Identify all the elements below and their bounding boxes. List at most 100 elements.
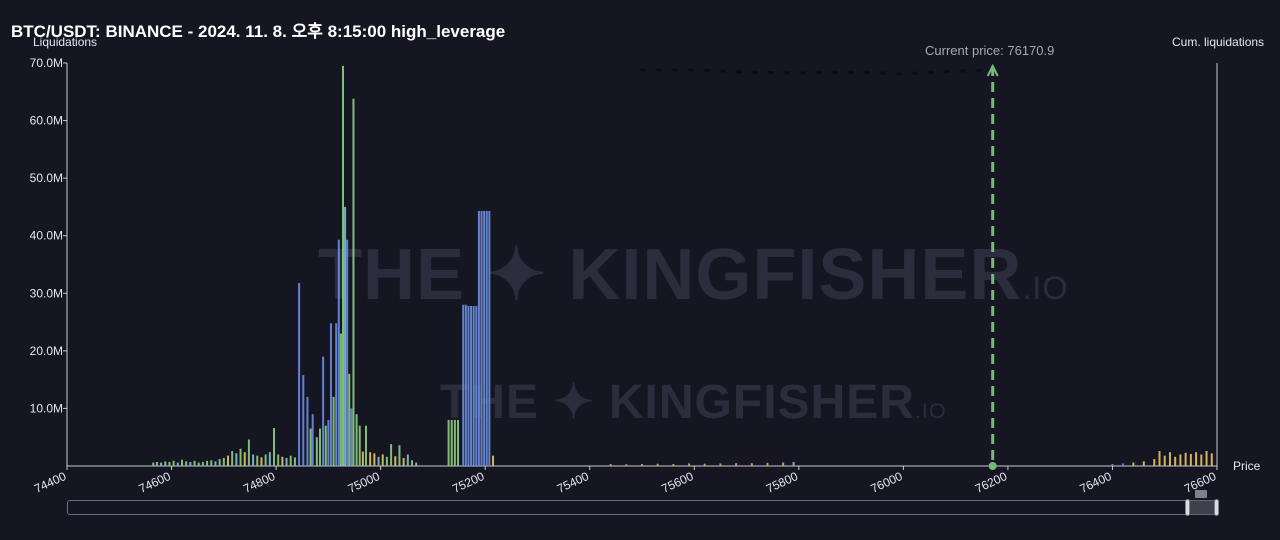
liquidation-bar[interactable] bbox=[306, 396, 309, 466]
liquidation-bar[interactable] bbox=[369, 452, 372, 466]
liquidation-bar[interactable] bbox=[477, 210, 480, 466]
liquidation-bar[interactable] bbox=[176, 462, 179, 466]
liquidation-bar[interactable] bbox=[1163, 455, 1166, 466]
liquidation-bar[interactable] bbox=[281, 456, 284, 466]
liquidation-bar[interactable] bbox=[406, 454, 409, 466]
liquidation-bar[interactable] bbox=[342, 65, 344, 466]
liquidation-bar[interactable] bbox=[227, 455, 229, 466]
liquidation-bar[interactable] bbox=[766, 462, 769, 466]
liquidation-bar[interactable] bbox=[311, 414, 314, 466]
liquidation-bar[interactable] bbox=[1153, 459, 1156, 466]
liquidation-bar[interactable] bbox=[1189, 453, 1192, 466]
liquidation-bar[interactable] bbox=[160, 462, 163, 466]
liquidation-bar[interactable] bbox=[210, 460, 213, 466]
liquidation-bar[interactable] bbox=[472, 305, 475, 466]
liquidation-bar[interactable] bbox=[273, 428, 275, 466]
liquidation-bar[interactable] bbox=[453, 419, 456, 466]
liquidation-bar[interactable] bbox=[450, 419, 453, 466]
liquidation-bar[interactable] bbox=[750, 463, 753, 466]
liquidation-bar[interactable] bbox=[197, 462, 200, 466]
liquidation-bar[interactable] bbox=[324, 425, 327, 466]
liquidation-bar[interactable] bbox=[268, 452, 271, 466]
liquidation-bar[interactable] bbox=[457, 419, 459, 466]
liquidation-bar[interactable] bbox=[792, 461, 795, 466]
zoom-scrollbar-window[interactable] bbox=[1186, 500, 1218, 515]
liquidation-bar[interactable] bbox=[1174, 456, 1177, 466]
liquidation-bar[interactable] bbox=[462, 304, 465, 466]
liquidation-bar[interactable] bbox=[641, 463, 643, 466]
liquidation-bar[interactable] bbox=[247, 439, 250, 466]
liquidation-bar[interactable] bbox=[1121, 463, 1124, 466]
liquidation-bar[interactable] bbox=[1210, 453, 1213, 466]
liquidation-bar[interactable] bbox=[470, 305, 473, 466]
liquidation-bar[interactable] bbox=[377, 456, 380, 466]
liquidation-bar[interactable] bbox=[390, 444, 393, 466]
liquidation-bar[interactable] bbox=[327, 419, 330, 466]
liquidation-bar[interactable] bbox=[337, 239, 340, 466]
liquidation-bar[interactable] bbox=[189, 461, 192, 466]
liquidation-bar[interactable] bbox=[348, 373, 351, 466]
liquidation-bar[interactable] bbox=[488, 210, 491, 466]
liquidation-bar[interactable] bbox=[402, 457, 405, 466]
liquidation-bar[interactable] bbox=[260, 457, 263, 466]
liquidation-bar[interactable] bbox=[365, 425, 367, 466]
liquidation-bar[interactable] bbox=[319, 428, 321, 466]
liquidation-bar[interactable] bbox=[483, 210, 486, 466]
liquidation-bar[interactable] bbox=[480, 210, 483, 466]
liquidation-bar[interactable] bbox=[492, 455, 495, 466]
liquidation-bar[interactable] bbox=[293, 457, 296, 466]
liquidation-bar[interactable] bbox=[289, 455, 292, 466]
liquidation-bar[interactable] bbox=[467, 305, 470, 466]
liquidation-bar[interactable] bbox=[322, 356, 325, 466]
liquidation-bar[interactable] bbox=[214, 461, 217, 466]
liquidation-bar[interactable] bbox=[193, 460, 196, 466]
liquidation-bar[interactable] bbox=[1111, 463, 1114, 466]
liquidation-bar[interactable] bbox=[256, 455, 259, 466]
liquidation-bar[interactable] bbox=[1132, 462, 1135, 466]
liquidation-bar[interactable] bbox=[231, 451, 234, 466]
liquidation-bar[interactable] bbox=[309, 428, 312, 466]
zoom-grip-icon[interactable] bbox=[1195, 490, 1207, 498]
liquidation-bar[interactable] bbox=[485, 210, 488, 466]
liquidation-bar[interactable] bbox=[1168, 452, 1171, 466]
liquidation-bar[interactable] bbox=[350, 408, 353, 466]
current-price-marker[interactable] bbox=[988, 462, 997, 470]
liquidation-bar[interactable] bbox=[344, 206, 347, 466]
liquidation-bar[interactable] bbox=[235, 453, 238, 466]
liquidation-bar[interactable] bbox=[339, 333, 342, 466]
liquidation-bar[interactable] bbox=[181, 459, 183, 466]
liquidation-bar[interactable] bbox=[1179, 454, 1182, 466]
liquidation-bar[interactable] bbox=[277, 454, 280, 466]
liquidation-bar[interactable] bbox=[656, 463, 659, 466]
liquidation-bar[interactable] bbox=[252, 454, 255, 466]
liquidation-bar[interactable] bbox=[155, 461, 158, 466]
liquidation-bar[interactable] bbox=[415, 462, 418, 466]
liquidation-bar[interactable] bbox=[1184, 452, 1187, 466]
liquidation-bar[interactable] bbox=[168, 461, 171, 466]
liquidation-bar[interactable] bbox=[385, 456, 388, 466]
liquidation-bar[interactable] bbox=[672, 463, 675, 466]
liquidation-bar[interactable] bbox=[1195, 452, 1198, 466]
liquidation-bar[interactable] bbox=[201, 461, 204, 466]
liquidation-bar[interactable] bbox=[411, 460, 413, 466]
liquidation-bar[interactable] bbox=[1205, 451, 1208, 466]
liquidation-bar[interactable] bbox=[264, 454, 267, 466]
liquidation-bar[interactable] bbox=[475, 305, 478, 466]
zoom-handle-left[interactable] bbox=[1185, 499, 1190, 516]
liquidation-bar[interactable] bbox=[625, 464, 628, 466]
liquidation-bar[interactable] bbox=[355, 414, 358, 466]
liquidation-bar[interactable] bbox=[464, 304, 467, 466]
liquidation-bar[interactable] bbox=[352, 98, 355, 467]
liquidation-bar[interactable] bbox=[381, 454, 384, 466]
liquidation-bar[interactable] bbox=[315, 437, 318, 466]
liquidation-bar[interactable] bbox=[243, 452, 246, 466]
liquidation-bar[interactable] bbox=[373, 453, 376, 466]
liquidation-bar[interactable] bbox=[329, 323, 332, 466]
liquidation-bar[interactable] bbox=[447, 419, 450, 466]
liquidation-bar[interactable] bbox=[609, 463, 612, 466]
liquidation-bar[interactable] bbox=[394, 456, 397, 466]
liquidation-bar[interactable] bbox=[285, 457, 288, 466]
zoom-handle-right[interactable] bbox=[1214, 499, 1219, 516]
liquidation-bar[interactable] bbox=[735, 463, 738, 466]
